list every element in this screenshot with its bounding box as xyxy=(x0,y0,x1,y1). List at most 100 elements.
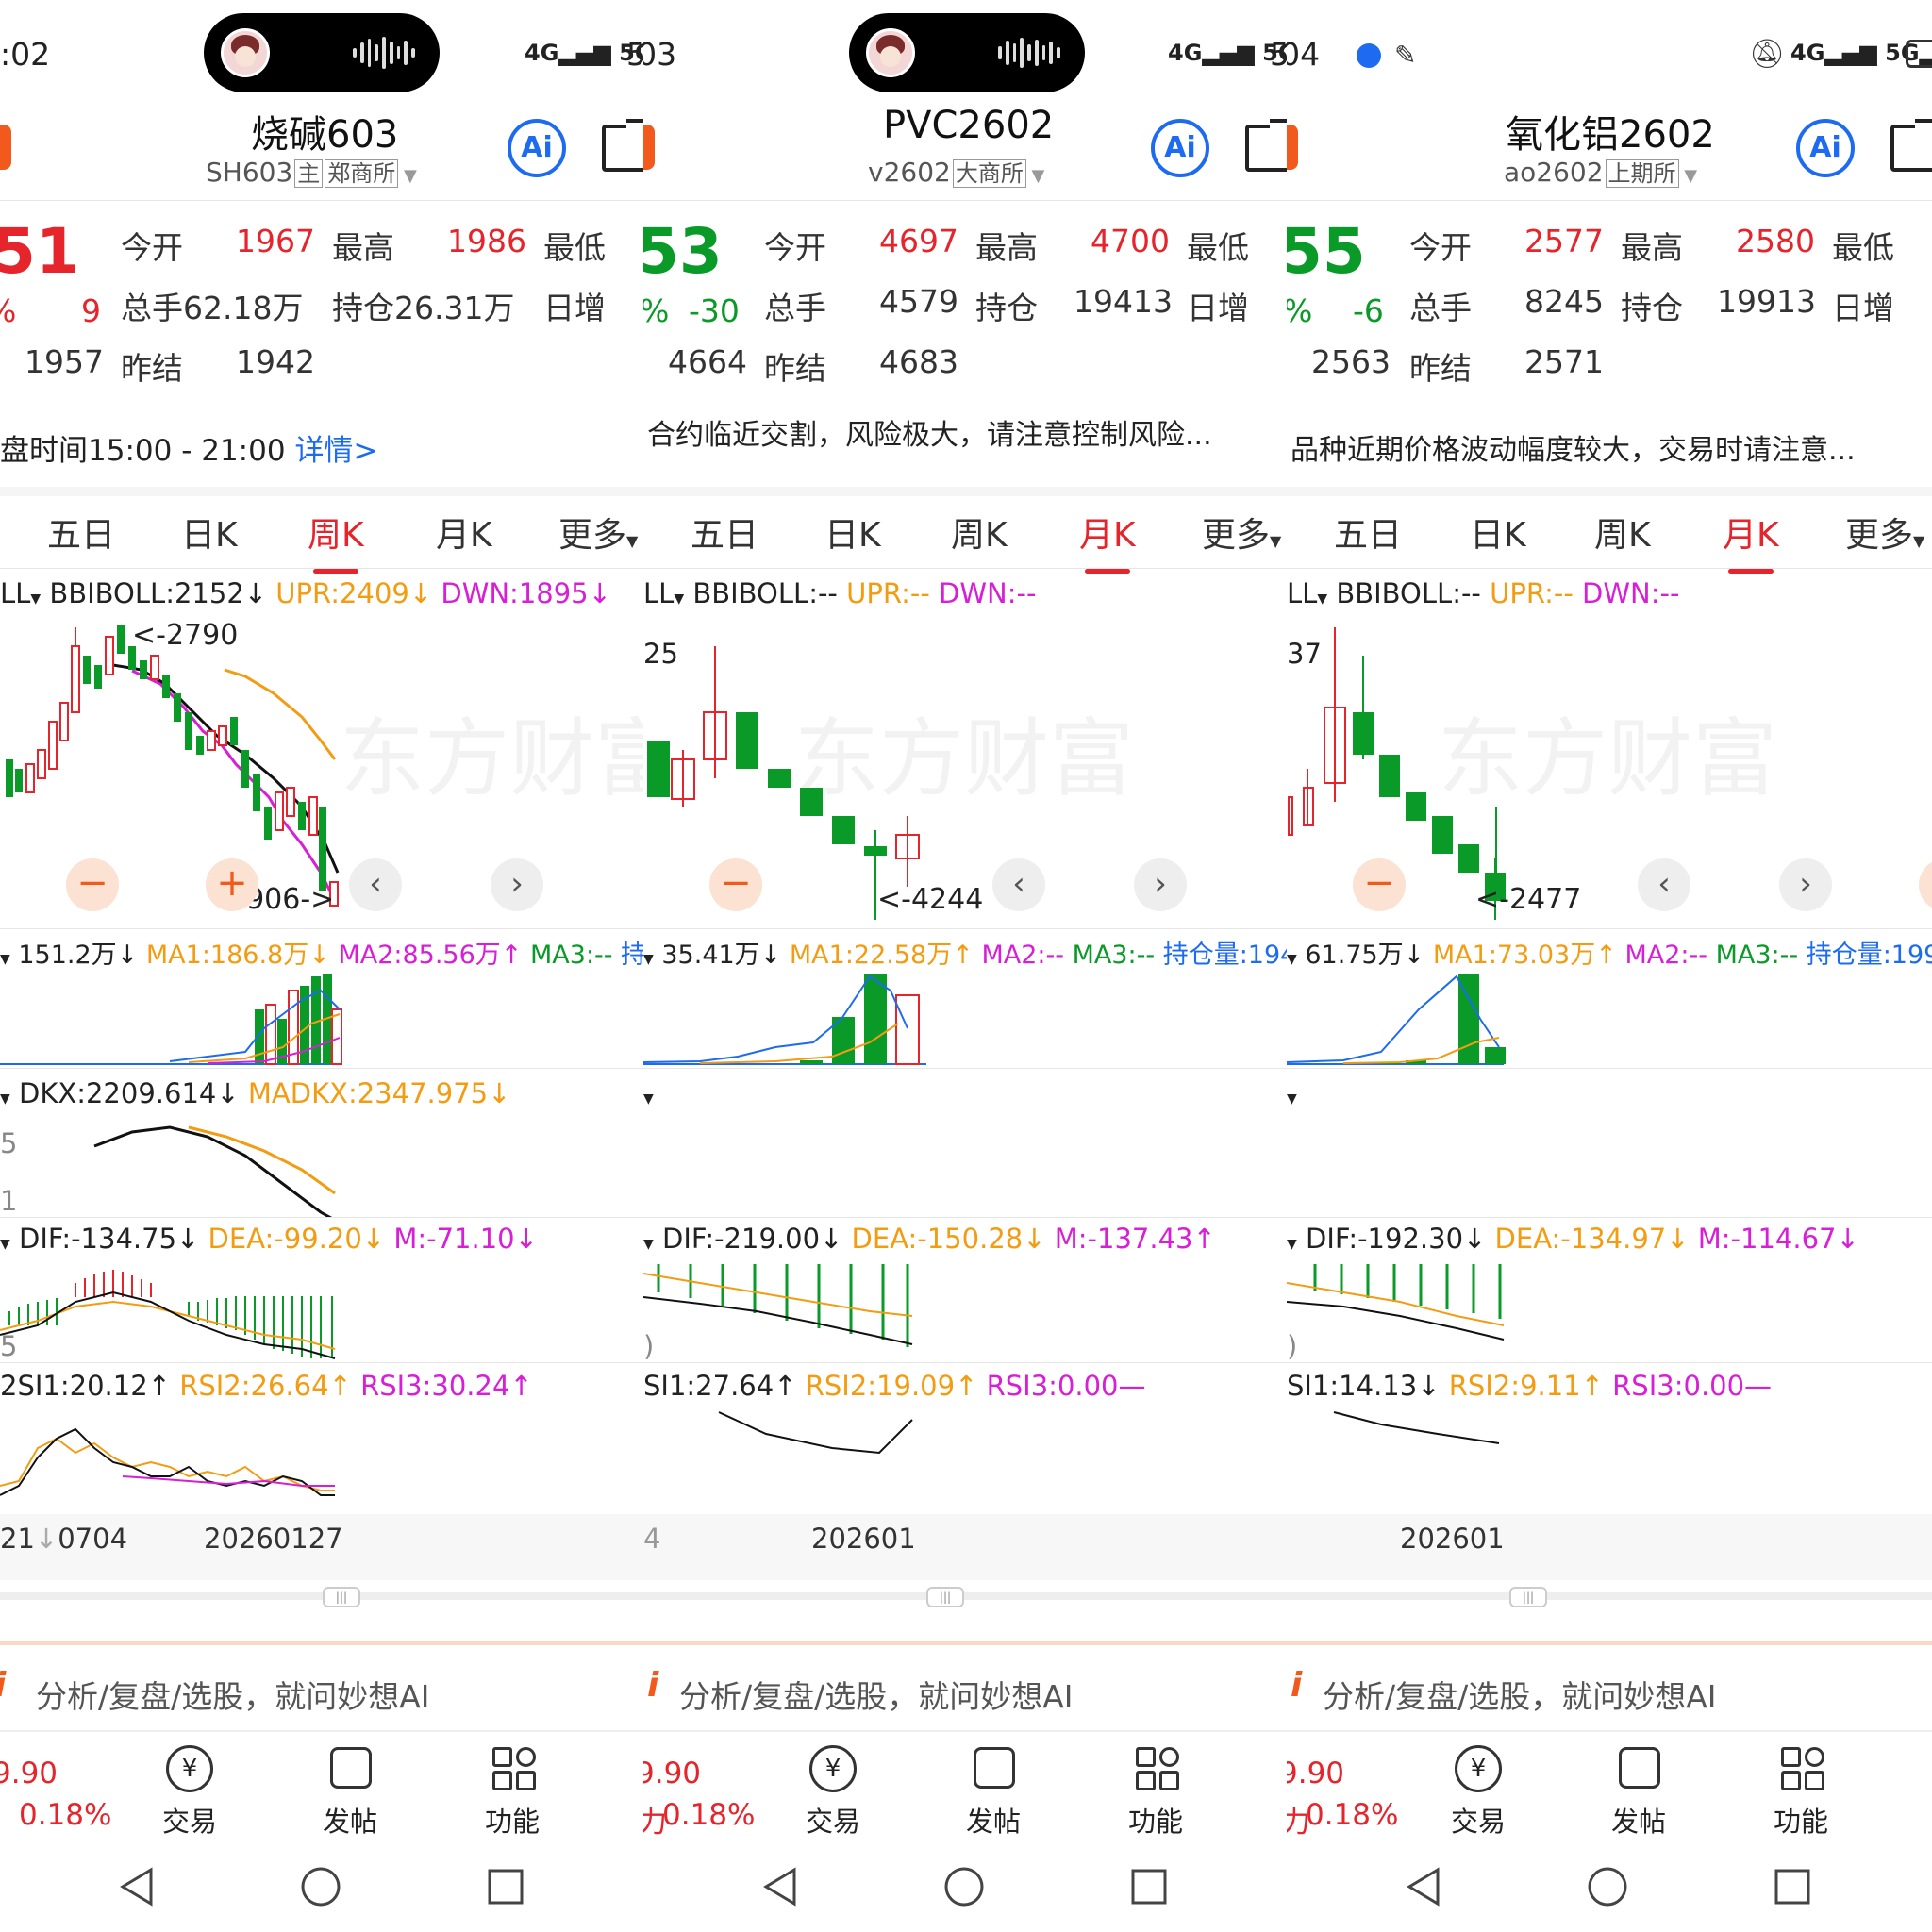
tab-more[interactable]: 更多▼ xyxy=(1845,516,1925,555)
post-icon[interactable] xyxy=(974,1747,1015,1789)
volume-indicator[interactable]: ▼ 35.41万↓ MA1:22.58万↑ MA2:-- MA3:-- 持仓量:… xyxy=(643,941,1287,970)
dkx-indicator[interactable]: ▼ xyxy=(643,1091,654,1107)
chart-left-button[interactable]: ‹ xyxy=(349,858,402,911)
tab-weekly-k[interactable]: 周K xyxy=(1594,516,1651,555)
function-label[interactable]: 功能 xyxy=(485,1806,541,1838)
boll-indicator[interactable]: LL▼ BBIBOLL:-- UPR:-- DWN:-- xyxy=(1287,577,1680,609)
post-icon[interactable] xyxy=(330,1747,372,1789)
monthly-kline-chart[interactable]: 东方财富 xyxy=(643,618,1287,929)
tab-weekly-k[interactable]: 周K xyxy=(951,516,1008,555)
chevron-down-icon: ▼ xyxy=(1678,166,1698,186)
tab-daily-k[interactable]: 日K xyxy=(181,516,238,555)
exchange-tag: 上期所 xyxy=(1605,159,1679,188)
boll-indicator[interactable]: LL▼ BBIBOLL:-- UPR:-- DWN:-- xyxy=(643,577,1037,609)
trade-label[interactable]: 交易 xyxy=(162,1806,218,1838)
tab-monthly-k[interactable]: 月K xyxy=(436,516,492,555)
zoom-in-button[interactable]: + xyxy=(1919,858,1932,911)
function-label[interactable]: 功能 xyxy=(1774,1806,1829,1838)
tab-five-day[interactable]: 五日 xyxy=(1334,516,1403,555)
post-label[interactable]: 发帖 xyxy=(1611,1806,1667,1838)
function-icon[interactable] xyxy=(1781,1747,1824,1790)
back-nav-icon[interactable] xyxy=(117,1866,155,1907)
index-value[interactable]: 9.90 xyxy=(1287,1757,1345,1790)
ai-button[interactable]: Ai xyxy=(1796,119,1855,177)
post-icon[interactable] xyxy=(1619,1747,1660,1789)
detail-link[interactable]: 详情> xyxy=(294,434,378,468)
tab-monthly-k[interactable]: 月K xyxy=(1079,508,1136,574)
ai-prompt[interactable]: 分析/复盘/选股，就问妙想AI xyxy=(679,1678,1074,1715)
macd-indicator[interactable]: ▼ DIF:-219.00↓ DEA:-150.28↓ M:-137.43↑ xyxy=(643,1223,1216,1255)
dkx-indicator[interactable]: ▼ DKX:2209.614↓ MADKX:2347.975↓ xyxy=(0,1077,511,1109)
share-icon[interactable] xyxy=(1890,119,1932,172)
drag-handle[interactable]: ||| xyxy=(926,1587,964,1607)
ai-prompt[interactable]: 分析/复盘/选股，就问妙想AI xyxy=(1323,1678,1717,1715)
recent-nav-icon[interactable] xyxy=(487,1868,525,1906)
back-nav-icon[interactable] xyxy=(760,1866,798,1907)
function-icon[interactable] xyxy=(492,1747,536,1790)
zoom-out-button[interactable]: − xyxy=(709,858,762,911)
rsi-indicator[interactable]: 2SI1:20.12↑ RSI2:26.64↑ RSI3:30.24↑ xyxy=(0,1370,533,1402)
share-icon[interactable] xyxy=(602,119,643,172)
monthly-kline-chart[interactable]: 东方财富 xyxy=(1287,618,1932,929)
tab-monthly-k[interactable]: 月K xyxy=(1723,508,1779,574)
contract-code[interactable]: v2602 大商所 ▼ xyxy=(868,157,1044,188)
recent-nav-icon[interactable] xyxy=(1130,1868,1168,1906)
trade-icon[interactable]: ¥ xyxy=(1455,1745,1502,1792)
index-value[interactable]: 9.90 xyxy=(0,1757,58,1790)
weekly-kline-chart[interactable]: 东方财富 xyxy=(0,618,643,929)
macd-indicator[interactable]: ▼ DIF:-134.75↓ DEA:-99.20↓ M:-71.10↓ xyxy=(0,1223,538,1255)
tab-daily-k[interactable]: 日K xyxy=(1470,516,1526,555)
ai-button[interactable]: Ai xyxy=(1151,119,1209,177)
home-nav-icon[interactable] xyxy=(943,1866,985,1907)
back-marker[interactable] xyxy=(1287,125,1298,170)
function-icon[interactable] xyxy=(1136,1747,1179,1790)
tab-more[interactable]: 更多▼ xyxy=(1202,516,1282,555)
back-nav-icon[interactable] xyxy=(1404,1866,1441,1907)
oi-value: 26.31万 xyxy=(394,290,515,326)
volume-indicator[interactable]: ▼ 151.2万↓ MA1:186.8万↓ MA2:85.56万↑ MA3:--… xyxy=(0,941,643,970)
chart-left-button[interactable]: ‹ xyxy=(992,858,1045,911)
share-icon[interactable] xyxy=(1245,119,1287,172)
contract-code[interactable]: SH603 主郑商所 ▼ xyxy=(206,157,417,188)
zoom-out-button[interactable]: − xyxy=(66,858,119,911)
ai-button[interactable]: Ai xyxy=(508,119,566,177)
section-gap xyxy=(0,487,643,496)
home-nav-icon[interactable] xyxy=(300,1866,341,1907)
tab-weekly-k[interactable]: 周K xyxy=(308,508,364,574)
boll-indicator[interactable]: LL▼ BBIBOLL:2152↓ UPR:2409↓ DWN:1895↓ xyxy=(0,577,611,609)
zoom-in-button[interactable]: + xyxy=(206,858,258,911)
chart-right-button[interactable]: › xyxy=(491,858,543,911)
trade-label[interactable]: 交易 xyxy=(806,1806,861,1838)
chart-left-button[interactable]: ‹ xyxy=(1638,858,1690,911)
chart-right-button[interactable]: › xyxy=(1134,858,1187,911)
index-value[interactable]: 9.90 xyxy=(643,1757,702,1790)
back-marker[interactable] xyxy=(643,125,655,170)
home-nav-icon[interactable] xyxy=(1587,1866,1628,1907)
tab-five-day[interactable]: 五日 xyxy=(47,516,116,555)
tab-daily-k[interactable]: 日K xyxy=(824,516,881,555)
dynamic-island[interactable] xyxy=(204,13,440,92)
post-label[interactable]: 发帖 xyxy=(323,1806,378,1838)
zoom-out-button[interactable]: − xyxy=(1353,858,1406,911)
function-label[interactable]: 功能 xyxy=(1128,1806,1184,1838)
post-label[interactable]: 发帖 xyxy=(966,1806,1022,1838)
dynamic-island[interactable] xyxy=(849,13,1085,92)
ai-prompt[interactable]: 分析/复盘/选股，就问妙想AI xyxy=(36,1678,430,1715)
rsi-indicator[interactable]: SI1:14.13↓ RSI2:9.11↑ RSI3:0.00— xyxy=(1287,1370,1773,1402)
volume-indicator[interactable]: ▼ 61.75万↓ MA1:73.03万↑ MA2:-- MA3:-- 持仓量:… xyxy=(1287,941,1932,970)
trade-label[interactable]: 交易 xyxy=(1451,1806,1507,1838)
contract-code[interactable]: ao2602 上期所 ▼ xyxy=(1504,157,1697,188)
trade-icon[interactable]: ¥ xyxy=(809,1745,857,1792)
chart-right-button[interactable]: › xyxy=(1779,858,1832,911)
status-time-next: 5 xyxy=(1270,36,1287,73)
recent-nav-icon[interactable] xyxy=(1774,1868,1811,1906)
macd-indicator[interactable]: ▼ DIF:-192.30↓ DEA:-134.97↓ M:-114.67↓ xyxy=(1287,1223,1859,1255)
back-marker[interactable] xyxy=(0,125,11,170)
tab-five-day[interactable]: 五日 xyxy=(691,516,759,555)
rsi-indicator[interactable]: SI1:27.64↑ RSI2:19.09↑ RSI3:0.00— xyxy=(643,1370,1146,1402)
drag-handle[interactable]: ||| xyxy=(1509,1587,1547,1607)
drag-handle[interactable]: ||| xyxy=(323,1587,360,1607)
tab-more[interactable]: 更多▼ xyxy=(558,516,639,555)
trade-icon[interactable]: ¥ xyxy=(166,1745,213,1792)
dkx-indicator[interactable]: ▼ xyxy=(1287,1091,1297,1107)
